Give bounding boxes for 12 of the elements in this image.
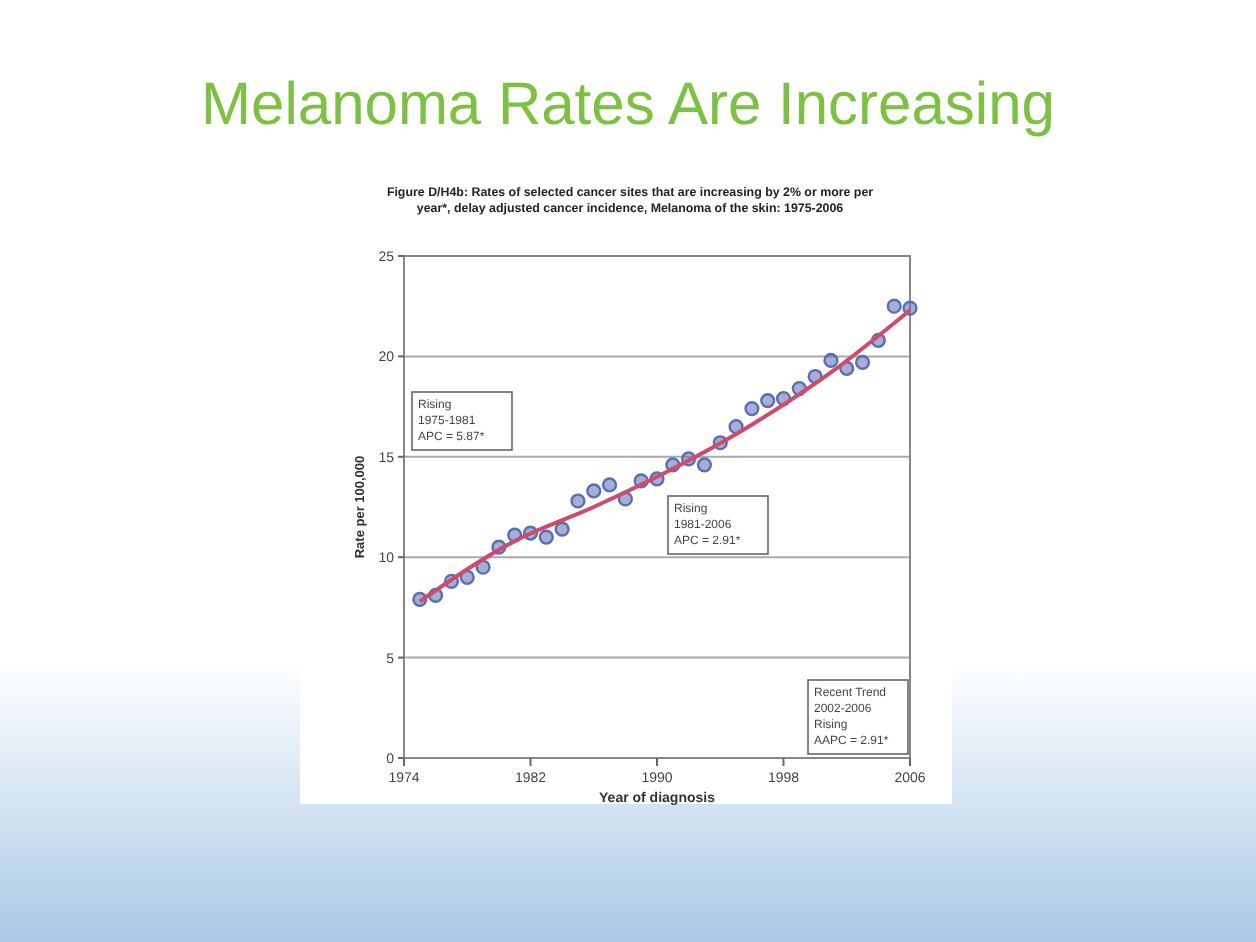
point — [570, 493, 586, 509]
point — [854, 354, 871, 371]
point — [601, 477, 618, 493]
point — [538, 529, 554, 545]
point — [760, 392, 776, 409]
point — [696, 457, 713, 473]
point — [744, 401, 760, 417]
chart-title: Melanoma Rates Are Increasing — [201, 72, 1055, 138]
point — [554, 521, 570, 537]
point — [886, 298, 902, 314]
point — [823, 352, 839, 369]
point — [586, 483, 602, 499]
